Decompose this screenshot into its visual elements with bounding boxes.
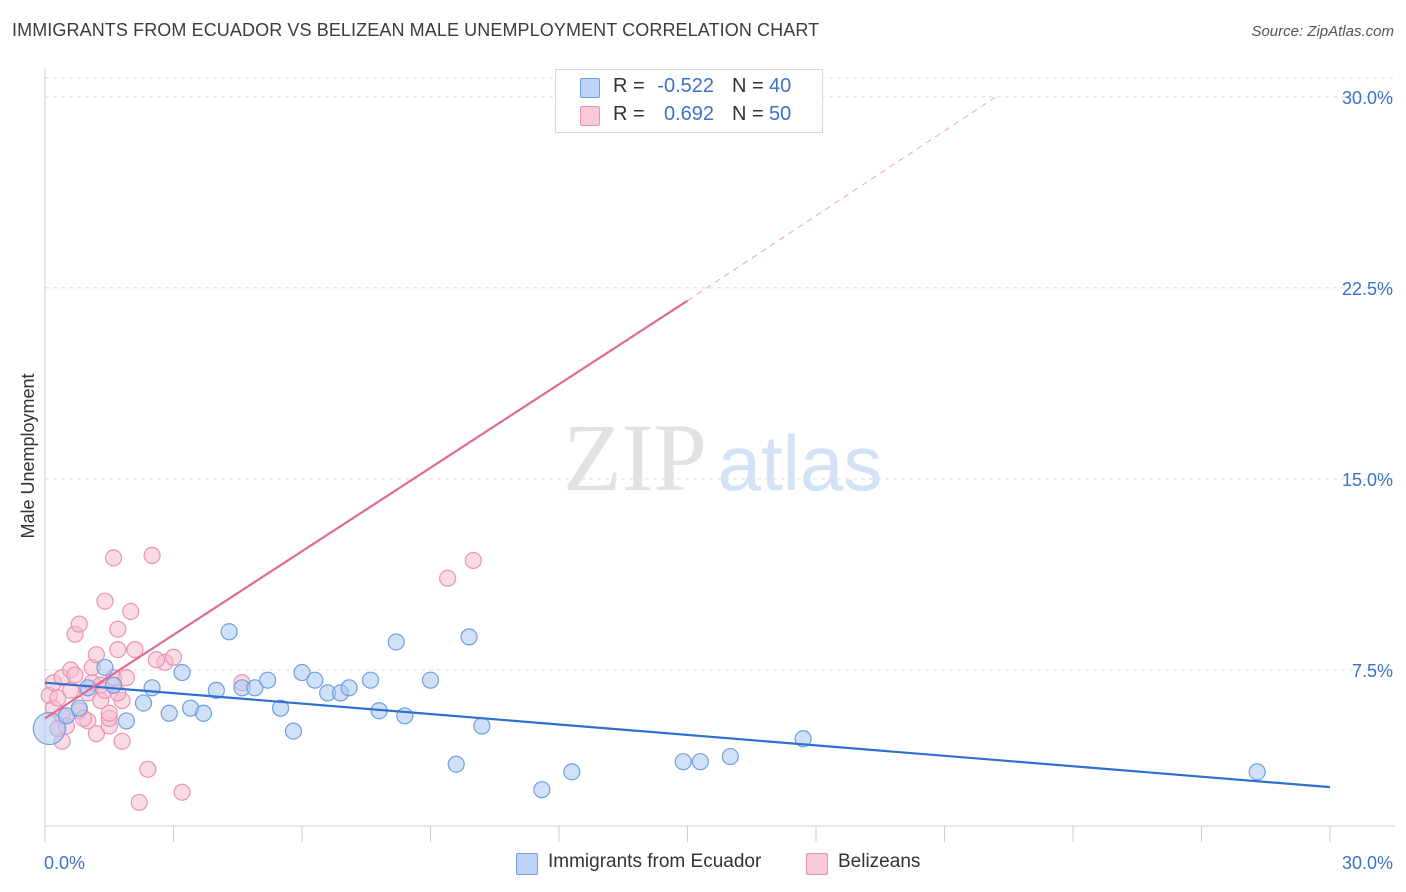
watermark-zip: ZIP (563, 404, 707, 511)
r-label: R = (613, 103, 645, 125)
x-tick-labels: 0.0% 30.0% (44, 853, 1393, 873)
grid-lines (45, 77, 1395, 671)
ecuador-trend-line (44, 681, 1331, 789)
belizeans-point (439, 569, 457, 587)
x-tick-label: 0.0% (44, 853, 85, 873)
ecuador-point (32, 711, 66, 746)
ecuador-points (32, 623, 1266, 799)
n-label: N = (732, 75, 764, 97)
y-tick-label: 7.5% (1352, 661, 1393, 681)
ecuador-point (460, 628, 478, 646)
chart-title: IMMIGRANTS FROM ECUADOR VS BELIZEAN MALE… (12, 20, 820, 40)
belizeans-point (66, 666, 84, 684)
ecuador-point (246, 679, 264, 697)
ecuador-point (284, 722, 303, 740)
ecuador-point (361, 671, 380, 689)
belizeans-point (113, 732, 131, 750)
ecuador-point (194, 704, 213, 722)
axes (44, 68, 1395, 842)
n-value: 50 (769, 103, 792, 125)
belizeans-point (104, 549, 123, 567)
watermark-atlas: atlas (718, 419, 883, 507)
trend-lines (44, 96, 1331, 789)
watermark: ZIP atlas (563, 404, 882, 511)
ecuador-point (293, 663, 311, 682)
belizeans-point (139, 760, 157, 778)
ecuador-point (96, 658, 114, 677)
y-axis-label: Male Unemployment (18, 373, 38, 538)
blue-swatch (516, 853, 538, 875)
belizeans-point (49, 689, 67, 707)
ecuador-point (794, 730, 812, 748)
belizeans-point (122, 602, 140, 620)
ecuador-point (387, 633, 405, 651)
r-value: -0.522 (657, 75, 714, 97)
y-tick-label: 22.5% (1342, 279, 1393, 299)
ecuador-point (271, 699, 290, 717)
ecuador-point (563, 763, 581, 781)
n-value: 40 (769, 75, 792, 97)
ecuador-point (340, 679, 358, 697)
y-tick-label: 30.0% (1342, 88, 1393, 108)
ecuador-point (259, 671, 277, 689)
pink-swatch (806, 853, 828, 875)
source-label: Source: ZipAtlas.com (1251, 23, 1394, 40)
belizeans-point (117, 669, 135, 687)
r-label: R = (613, 75, 645, 97)
ecuador-point (207, 681, 225, 699)
ecuador-point (533, 781, 551, 799)
ecuador-point (173, 663, 191, 682)
ecuador-point (447, 755, 465, 773)
belizeans-point (96, 592, 114, 610)
legend-label: Immigrants from Ecuador (548, 851, 762, 872)
pink-swatch (580, 106, 600, 126)
belizeans-point (173, 783, 191, 801)
belizeans-point (70, 615, 88, 633)
belizeans-point (130, 793, 148, 812)
belizeans-point (109, 620, 127, 638)
blue-swatch (580, 78, 600, 98)
ecuador-point (721, 747, 739, 766)
ecuador-point (117, 712, 135, 730)
legend-label: Belizeans (838, 851, 921, 872)
belizeans-point (87, 725, 106, 743)
belizeans-trend-line (44, 299, 689, 720)
belizeans-points (40, 88, 577, 812)
belizeans-point (164, 648, 183, 666)
legend-row-belizeans: R = 0.692 N = 50 (556, 101, 822, 129)
ecuador-point (70, 699, 88, 717)
y-tick-labels: 7.5% 15.0% 22.5% 30.0% (1342, 88, 1393, 681)
belizeans-trend-extension (687, 96, 997, 302)
ecuador-point (421, 671, 440, 689)
belizeans-point (100, 704, 118, 722)
ecuador-point (691, 753, 709, 771)
ecuador-point (143, 679, 161, 697)
belizeans-point (109, 640, 127, 659)
ecuador-point (306, 671, 324, 689)
belizeans-point (143, 546, 161, 564)
y-tick-label: 15.0% (1342, 470, 1393, 490)
ecuador-point (220, 623, 238, 641)
ecuador-point (134, 694, 153, 712)
series-legend: Immigrants from Ecuador Belizeans (0, 851, 1406, 877)
ecuador-point (57, 707, 76, 725)
ecuador-point (1248, 763, 1266, 781)
ecuador-point (473, 717, 491, 735)
ecuador-point (396, 707, 414, 725)
x-tick-label: 30.0% (1342, 853, 1393, 873)
ecuador-point (160, 704, 178, 722)
correlation-legend: R = -0.522 N = 40 R = 0.692 N = 50 (555, 69, 823, 133)
ecuador-point (674, 753, 692, 771)
r-value: 0.692 (663, 103, 714, 125)
belizeans-point (147, 651, 165, 669)
belizeans-point (464, 551, 482, 570)
n-label: N = (732, 103, 764, 125)
ecuador-point (104, 676, 123, 694)
belizeans-point (126, 640, 144, 659)
legend-row-ecuador: R = -0.522 N = 40 (556, 73, 822, 101)
belizeans-point (87, 646, 106, 664)
